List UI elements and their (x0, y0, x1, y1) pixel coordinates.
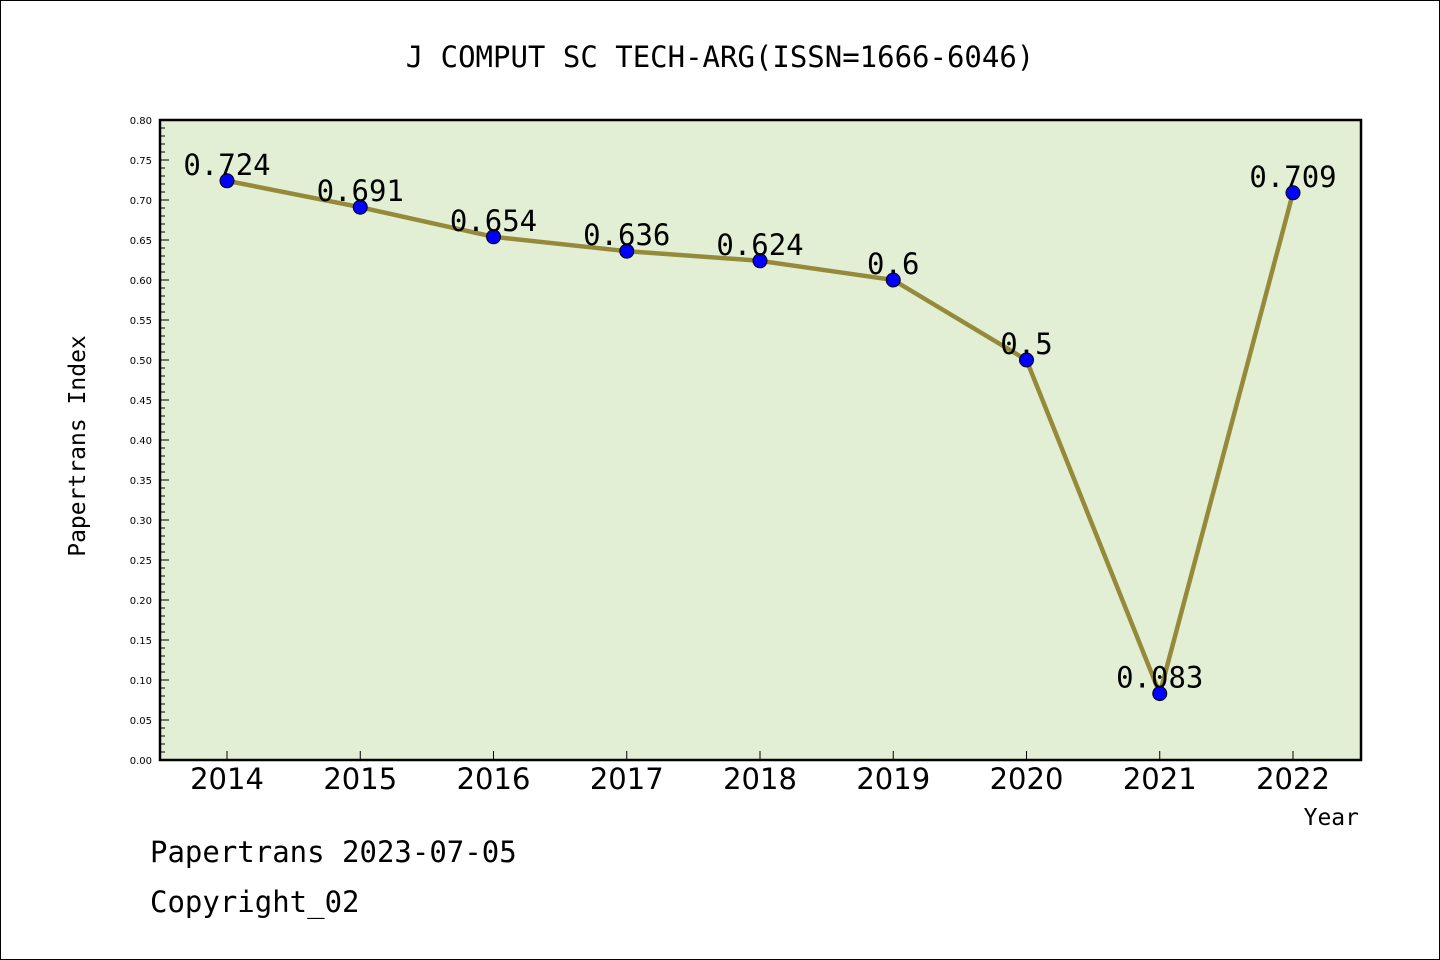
x-tick-label: 2022 (1256, 762, 1330, 796)
data-label: 0.6 (867, 247, 919, 281)
data-point (619, 243, 635, 259)
data-label: 0.636 (583, 218, 670, 252)
x-tick-label: 2017 (590, 762, 664, 796)
data-label: 0.691 (317, 174, 404, 208)
y-tick-label: 0.75 (130, 156, 152, 167)
data-label: 0.083 (1116, 661, 1203, 695)
data-point (1152, 686, 1168, 702)
footer-date: Papertrans 2023-07-05 (150, 835, 517, 869)
y-tick-label: 0.55 (130, 316, 152, 327)
y-tick-label: 0.35 (130, 476, 152, 487)
x-tick-label: 2015 (323, 762, 397, 796)
data-point (352, 199, 368, 215)
y-axis: 0.00 0.05 0.10 0.15 0.20 0.25 0.30 0.35 0.40 0.45… (130, 116, 169, 767)
y-tick-label: 0.05 (130, 716, 152, 727)
x-tick-label: 2019 (856, 762, 930, 796)
footer-copyright: Copyright_02 (150, 885, 360, 919)
y-tick-label: 0.60 (130, 276, 152, 287)
x-axis: 2014 2015 2016 2017 2018 2019 2020 2021 2022 (190, 751, 1330, 796)
y-tick-label: 0.45 (130, 396, 152, 407)
data-label: 0.654 (450, 204, 537, 238)
data-label: 0.5 (1000, 327, 1052, 361)
y-tick-label: 0.25 (130, 556, 152, 567)
x-tick-label: 2014 (190, 762, 264, 796)
y-tick-label: 0.30 (130, 516, 152, 527)
data-point (1285, 185, 1301, 201)
y-tick-label: 0.50 (130, 356, 152, 367)
y-axis-label: Papertrans Index (65, 335, 91, 557)
x-tick-label: 2021 (1123, 762, 1197, 796)
data-point (486, 229, 501, 245)
data-label: 0.724 (183, 148, 270, 182)
chart-title: J COMPUT SC TECH-ARG(ISSN=1666-6046) (406, 40, 1035, 74)
data-label: 0.709 (1249, 160, 1336, 194)
y-tick-label: 0.65 (130, 236, 152, 247)
y-tick-label: 0.80 (130, 116, 152, 127)
y-tick-label: 0.15 (130, 636, 152, 647)
data-point (1019, 352, 1034, 368)
y-tick-label: 0.20 (130, 596, 152, 607)
x-tick-label: 2016 (457, 762, 531, 796)
plot-area (158, 118, 1363, 762)
data-label: 0.624 (716, 228, 803, 262)
x-tick-label: 2020 (990, 762, 1064, 796)
data-point (885, 272, 901, 288)
y-tick-label: 0.70 (130, 196, 152, 207)
data-points-group (219, 173, 1301, 702)
data-labels-group: 0.724 0.691 0.654 0.636 0.624 0.6 0.5 0.083 0.70… (183, 148, 1336, 695)
data-point (219, 173, 235, 189)
x-axis-label: Year (1304, 805, 1359, 831)
y-tick-label: 0.10 (130, 676, 152, 687)
x-tick-label: 2018 (723, 762, 797, 796)
data-point (752, 253, 768, 269)
y-tick-label: 0.40 (130, 436, 152, 447)
y-tick-label: 0.00 (130, 756, 152, 767)
